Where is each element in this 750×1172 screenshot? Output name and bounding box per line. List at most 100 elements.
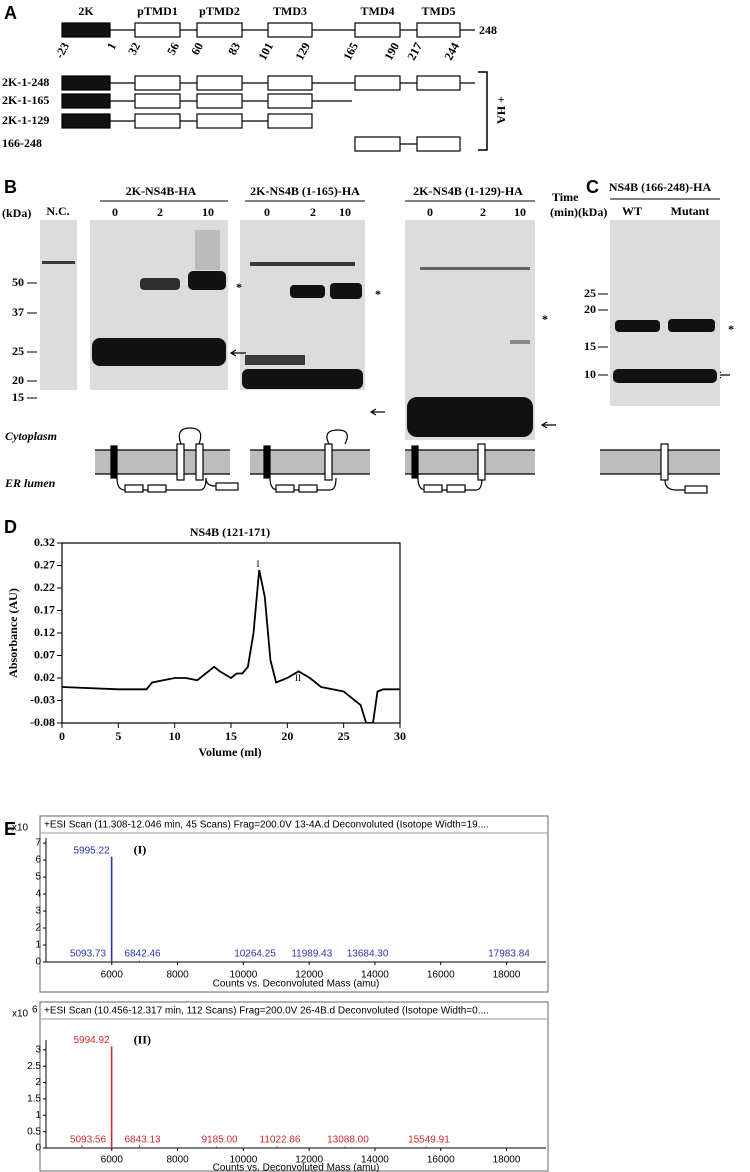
tm-box [196,113,243,129]
x-tick-label: 14000 [361,970,389,981]
peak-label: 6843.13 [124,1135,161,1146]
control-label: N.C. [46,204,69,218]
y-tick-label: 0.22 [34,580,55,594]
blot-image [610,220,720,406]
construct-label: 2K-1-165 [2,93,49,107]
star: * [728,322,734,336]
y-tick-label: 2 [35,1077,41,1088]
peak-label: 6842.46 [124,949,161,960]
tm-box [416,75,461,91]
y-tick-label: 0.17 [34,602,55,616]
tm-box [267,113,313,129]
x-tick-label: 14000 [361,1155,389,1166]
unit-label: (kDa) [578,205,607,219]
x-tick-label: 12000 [295,970,323,981]
time-label: 0 [112,205,118,219]
x-tick-label: 12000 [295,1155,323,1166]
x-axis-label: Volume (ml) [198,745,261,759]
position-label: 1 [104,40,119,52]
x-tick-label: 16000 [427,1155,455,1166]
annotation: II [295,673,301,683]
annotation: (I) [134,842,147,856]
y-tick-label: 5 [35,872,41,883]
y-tick-label: 1 [35,1110,41,1121]
lane-label: Mutant [671,204,710,218]
y-tick-label: 0 [35,1143,41,1154]
y-tick-label: 4 [35,889,41,900]
y-tick-label: -0.08 [30,715,55,729]
tm-box [267,22,313,38]
y-tick-label: 2.5 [27,1061,41,1072]
x-tick-label: 18000 [493,970,521,981]
y-tick-label: 0 [35,957,41,968]
x-tick-label: 18000 [493,1155,521,1166]
panel-label: B [4,177,17,197]
domain-label: pTMD2 [199,4,240,18]
peak-label: 5994.92 [73,1035,110,1046]
y-tick-label: 0.5 [27,1126,41,1137]
panel-label: D [4,517,17,537]
peak-label: 10264.25 [234,949,276,960]
domain-label: TMD3 [273,4,307,18]
spectrum-header: +ESI Scan (10.456-12.317 min, 112 Scans)… [44,1006,489,1017]
spectrum-frame [39,1001,549,1172]
x-tick-label: 25 [338,729,350,743]
y-tick-label: 7 [35,838,41,849]
signal-box [61,113,111,129]
position-label: 101 [255,40,276,62]
x-axis-label: Counts vs. Deconvoluted Mass (amu) [213,979,380,990]
tm-box [354,75,401,91]
marker-label: 15 [584,339,596,353]
blot-title: 2K-NS4B-HA [126,184,197,198]
marker-label: 50 [12,275,24,289]
marker-label: 15 [12,390,24,404]
tm-box [196,22,243,38]
construct-label: 2K-1-129 [2,113,49,127]
construct-label: 2K-1-248 [2,75,49,89]
star: * [375,287,381,301]
y-axis-label: Absorbance (AU) [6,588,20,678]
x-tick-label: 10000 [229,1155,257,1166]
lane-label: WT [622,204,642,218]
tag-label: + HA [494,96,508,124]
panel-label: C [586,177,599,197]
topology-diagrams [95,427,720,494]
peak-label: 13684.30 [347,949,389,960]
time-label: 10 [514,205,526,219]
tm-box [267,93,313,109]
x-tick-label: 8000 [166,970,189,981]
position-label: 56 [164,40,182,57]
cytoplasm-label: Cytoplasm [5,429,57,443]
time-label: 2 [157,205,163,219]
x-tick-label: 20 [281,729,293,743]
peak-label: 17983.84 [488,949,530,960]
y-tick-label: 0.12 [34,625,55,639]
blot-title: NS4B (166-248)-HA [609,180,712,194]
blot-title: 2K-NS4B (1-165)-HA [250,184,360,198]
x-axis-label: Counts vs. Deconvoluted Mass (amu) [213,1163,380,1172]
spectrum-frame [39,815,549,993]
marker-label: 37 [12,305,24,319]
position-label: 32 [125,40,143,57]
time-unit: (min) [550,205,578,219]
y-tick-label: 6 [35,855,41,866]
domain-label: pTMD1 [137,4,178,18]
peak-label: 11022.86 [260,1135,301,1146]
y-tick-label: 0.07 [34,647,55,661]
x-tick-label: 16000 [427,970,455,981]
tm-box [267,75,313,91]
time-label: 0 [427,205,433,219]
tm-box [354,22,401,38]
end-label: 248 [479,23,497,37]
time-label: 2 [480,205,486,219]
tm-box [354,136,401,152]
star: * [236,280,242,294]
marker-label: 10 [584,367,596,381]
x-tick-label: 15 [225,729,237,743]
time-label: 2 [310,205,316,219]
x-tick-label: 8000 [166,1155,189,1166]
position-label: 83 [225,40,243,57]
time-label: Time [552,190,579,204]
peak-label: 13088.00 [327,1135,369,1146]
